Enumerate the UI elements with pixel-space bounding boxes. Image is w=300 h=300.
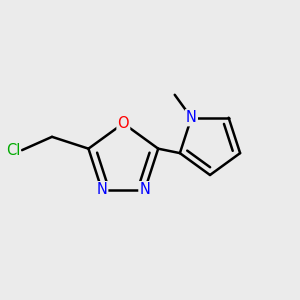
Text: N: N <box>140 182 150 197</box>
Text: O: O <box>118 116 129 131</box>
Text: Cl: Cl <box>6 143 20 158</box>
Text: N: N <box>96 182 107 197</box>
Text: N: N <box>186 110 197 125</box>
